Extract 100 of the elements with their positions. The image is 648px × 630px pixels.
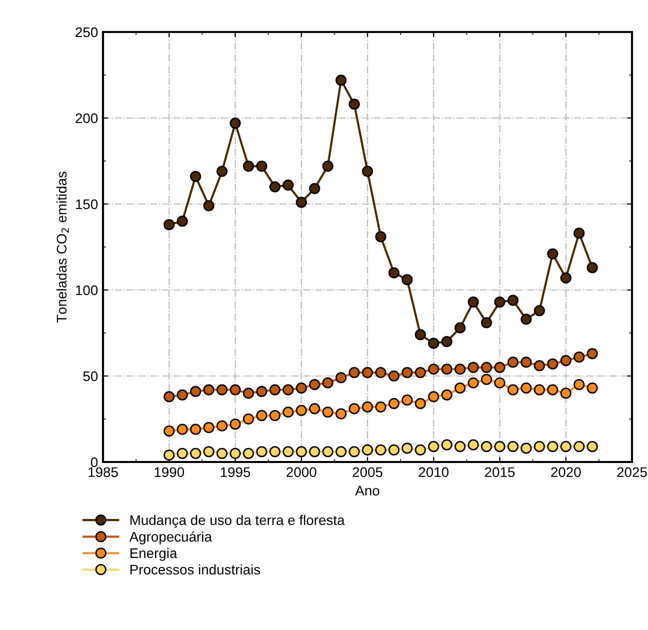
y-tick-label: 150	[76, 199, 98, 210]
point	[348, 98, 360, 110]
point	[560, 388, 572, 399]
y-axis-title: Toneladas CO$_{2}$ emitidas	[56, 172, 69, 323]
point	[335, 74, 347, 86]
point	[428, 364, 440, 375]
point	[468, 296, 479, 308]
point	[322, 446, 334, 458]
y-tick-label: 100	[76, 285, 98, 296]
point	[176, 216, 188, 227]
point	[296, 196, 307, 208]
point	[574, 379, 585, 390]
point	[441, 439, 452, 450]
point	[296, 404, 307, 416]
point	[362, 166, 374, 177]
x-tick-label: 2005	[352, 467, 382, 478]
point	[375, 444, 386, 456]
x-tick-label: 2015	[485, 467, 515, 478]
point	[428, 391, 440, 402]
point	[176, 389, 188, 400]
point	[468, 377, 479, 388]
point	[164, 391, 175, 402]
point	[414, 329, 426, 340]
point	[454, 382, 466, 394]
point	[164, 450, 175, 461]
point	[454, 322, 466, 334]
point	[282, 384, 294, 396]
point	[375, 231, 386, 242]
point	[362, 401, 374, 413]
point	[375, 367, 386, 378]
point	[520, 314, 532, 325]
point	[230, 118, 241, 129]
point	[534, 384, 545, 396]
point	[362, 367, 374, 378]
point	[164, 219, 175, 230]
point	[230, 418, 241, 430]
point	[309, 446, 320, 458]
point	[402, 442, 413, 454]
point	[534, 360, 545, 372]
point	[216, 384, 228, 396]
point	[230, 384, 241, 396]
point	[547, 248, 558, 260]
x-tick-label: 2010	[418, 467, 449, 478]
point	[269, 446, 280, 458]
y-tick-label: 0	[90, 457, 98, 468]
point	[507, 384, 519, 396]
point	[560, 440, 572, 452]
point	[242, 160, 254, 172]
point	[388, 267, 400, 278]
point	[547, 440, 558, 452]
x-tick-label: 2020	[551, 467, 581, 478]
point	[574, 352, 585, 363]
point	[534, 305, 545, 316]
point	[282, 446, 294, 458]
point	[494, 377, 506, 388]
y-tick-label: 200	[76, 113, 98, 124]
point	[216, 166, 228, 177]
point	[480, 317, 492, 328]
point	[348, 446, 360, 458]
point	[574, 440, 585, 452]
point	[203, 200, 214, 212]
point	[230, 448, 241, 459]
point	[362, 444, 374, 456]
point	[176, 424, 188, 435]
point	[428, 338, 440, 349]
point	[375, 401, 386, 413]
point	[348, 403, 360, 414]
point	[309, 403, 320, 414]
point	[428, 440, 440, 452]
point	[441, 336, 452, 348]
point	[402, 394, 413, 406]
point	[256, 160, 268, 172]
point	[480, 374, 492, 385]
point	[454, 364, 466, 375]
point	[547, 384, 558, 396]
point	[388, 398, 400, 410]
point	[322, 406, 334, 418]
point	[468, 362, 479, 373]
point	[480, 440, 492, 452]
point	[402, 274, 413, 286]
point	[335, 372, 347, 384]
point	[203, 446, 214, 458]
point	[269, 410, 280, 422]
legend-label: Agropecuária	[129, 531, 212, 544]
point	[348, 367, 360, 378]
point	[547, 358, 558, 370]
point	[296, 446, 307, 458]
point	[256, 446, 268, 458]
point	[242, 448, 254, 459]
point	[586, 382, 598, 394]
point	[454, 440, 466, 452]
point	[507, 356, 519, 368]
point	[574, 228, 585, 239]
point	[388, 370, 400, 382]
point	[414, 444, 426, 456]
legend-label: Processos industriais	[130, 564, 260, 575]
point	[164, 425, 175, 437]
point	[256, 410, 268, 422]
point	[507, 294, 519, 306]
point	[520, 382, 532, 394]
